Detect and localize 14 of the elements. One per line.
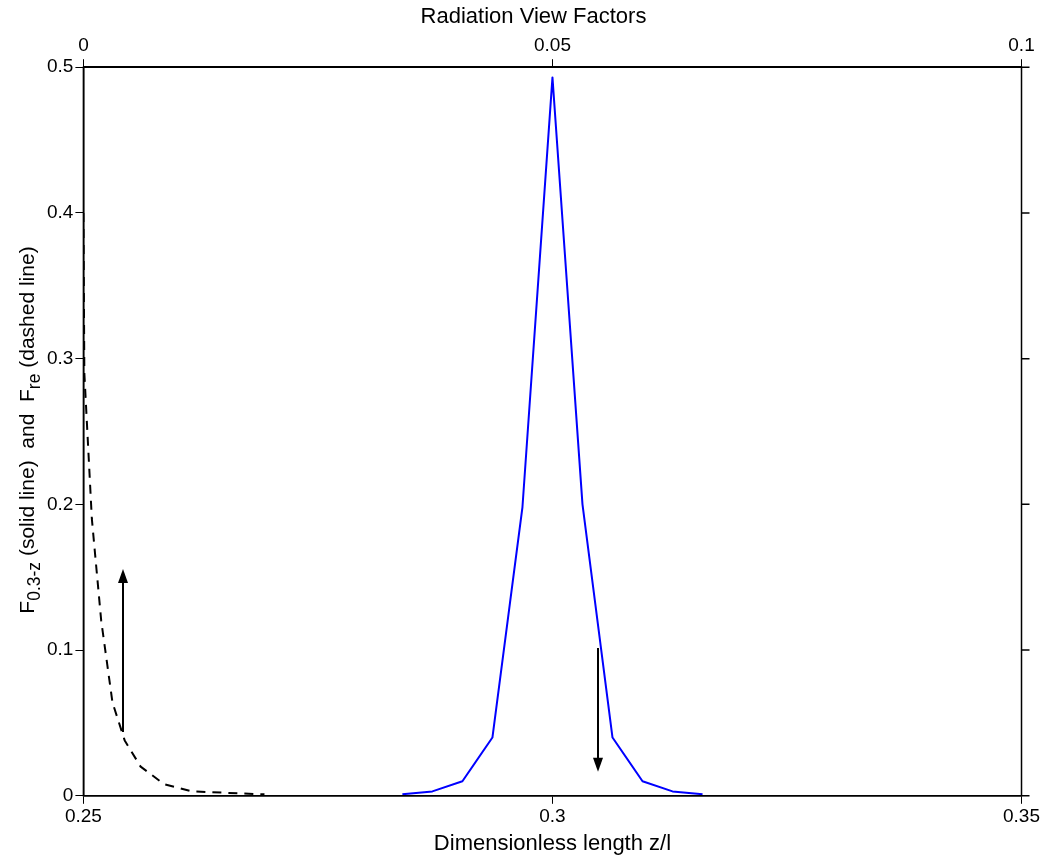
x2-tick-label: 0.05 — [533, 34, 571, 56]
y-tick-label: 0.4 — [46, 201, 74, 223]
y-tick-label: 0.5 — [46, 55, 74, 77]
y-tick-label: 0 — [62, 784, 74, 806]
x2-tick-label: 0.1 — [1008, 34, 1035, 56]
x2-tick-label: 0 — [78, 34, 89, 56]
x-axis-title: Dimensionless length z/l — [433, 829, 672, 855]
y-tick-label: 0.1 — [46, 638, 74, 660]
chart-title: Radiation View Factors — [420, 3, 647, 29]
y-tick-label: 0.3 — [46, 346, 74, 368]
x-tick-label: 0.35 — [1003, 805, 1040, 827]
y-tick-label: 0.2 — [46, 492, 74, 514]
x-tick-label: 0.3 — [539, 805, 566, 827]
x-tick-label: 0.25 — [64, 805, 102, 827]
